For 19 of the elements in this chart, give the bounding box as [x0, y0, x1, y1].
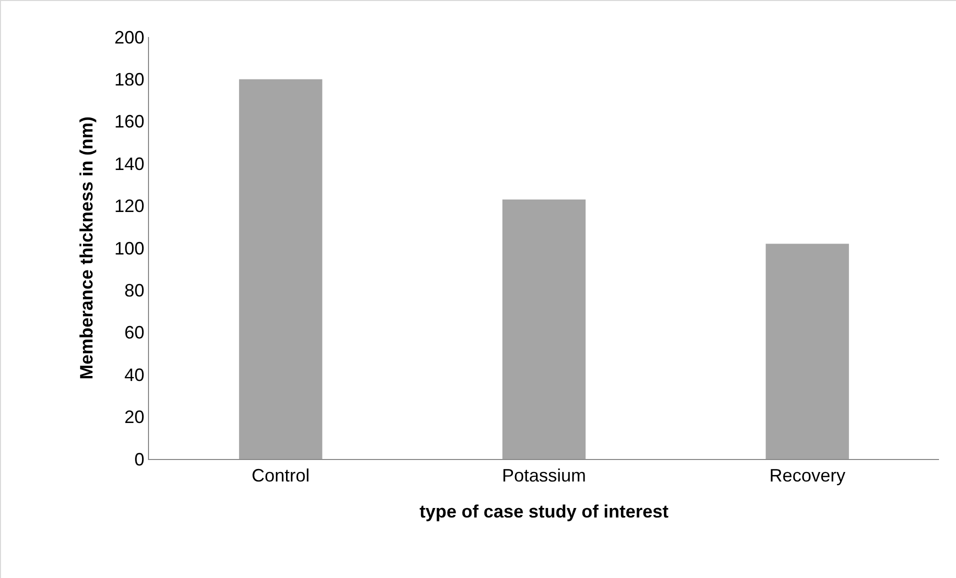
- y-tick-label: 180: [114, 70, 144, 90]
- bar: [766, 244, 849, 459]
- x-tick-label: Potassium: [502, 466, 586, 486]
- y-tick-label: 140: [114, 154, 144, 174]
- y-axis-title: Memberance thickness in (nm): [76, 116, 97, 380]
- y-tick-label: 60: [124, 322, 144, 343]
- y-tick-label: 200: [114, 27, 144, 48]
- x-tick-label: Control: [252, 466, 310, 486]
- y-tick-label: 160: [114, 112, 144, 132]
- x-tick-label: Recovery: [769, 466, 846, 486]
- bar: [239, 79, 322, 459]
- y-tick-label: 80: [124, 280, 144, 300]
- y-tick-label: 120: [114, 196, 144, 216]
- y-tick-label: 100: [114, 238, 144, 258]
- bar: [502, 199, 586, 459]
- x-axis-title: type of case study of interest: [419, 502, 669, 522]
- y-tick-label: 20: [124, 407, 144, 428]
- y-tick-label: 40: [124, 364, 144, 385]
- y-tick-label: 0: [134, 449, 144, 470]
